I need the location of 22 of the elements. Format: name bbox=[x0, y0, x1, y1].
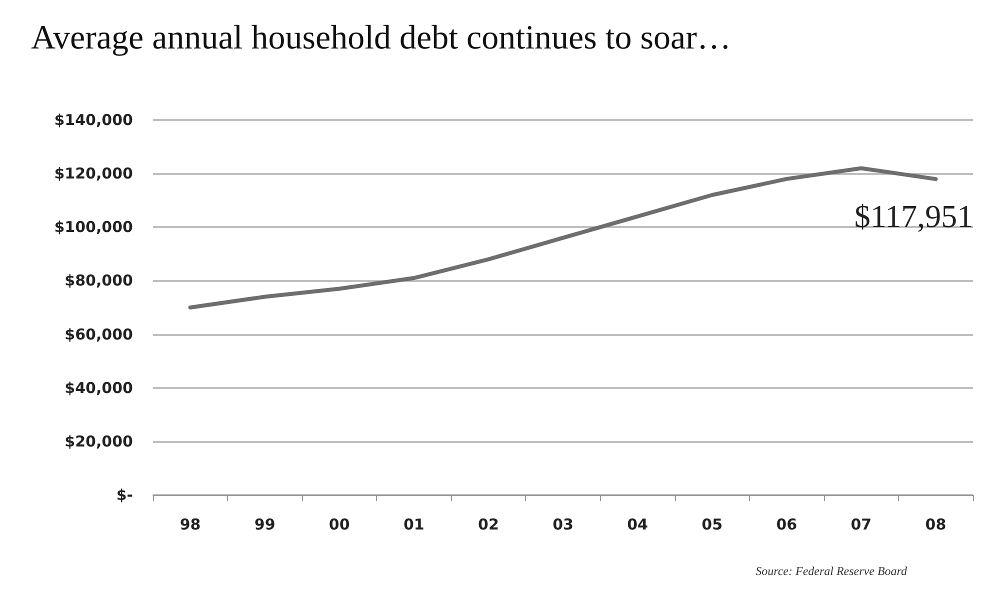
y-tick-label: $80,000 bbox=[64, 272, 133, 290]
x-tick-label: 06 bbox=[776, 516, 798, 534]
x-tick-label: 08 bbox=[925, 516, 946, 534]
annotation: $117,951 bbox=[854, 198, 974, 234]
y-tick-label: $120,000 bbox=[54, 164, 133, 183]
y-tick-label: $60,000 bbox=[64, 325, 133, 344]
y-tick-label: $40,000 bbox=[64, 378, 133, 397]
x-tick-label: 03 bbox=[552, 516, 574, 534]
source-note: Source: Federal Reserve Board bbox=[756, 564, 908, 578]
x-tick-label: 00 bbox=[328, 516, 350, 534]
y-tick-label: $100,000 bbox=[54, 218, 133, 236]
x-tick-label: 98 bbox=[180, 516, 201, 534]
y-tick-label: $- bbox=[116, 486, 133, 504]
y-tick-label: $140,000 bbox=[54, 111, 133, 129]
y-tick-label: $20,000 bbox=[64, 432, 133, 450]
x-tick-label: 05 bbox=[702, 516, 723, 534]
x-tick-label: 02 bbox=[478, 516, 499, 534]
x-tick-label: 04 bbox=[627, 516, 648, 534]
x-tick-label: 99 bbox=[254, 516, 276, 534]
chart-title: Average annual household debt continues to soar… bbox=[31, 20, 731, 56]
x-tick-label: 07 bbox=[850, 516, 872, 534]
x-tick-label: 01 bbox=[403, 516, 424, 534]
